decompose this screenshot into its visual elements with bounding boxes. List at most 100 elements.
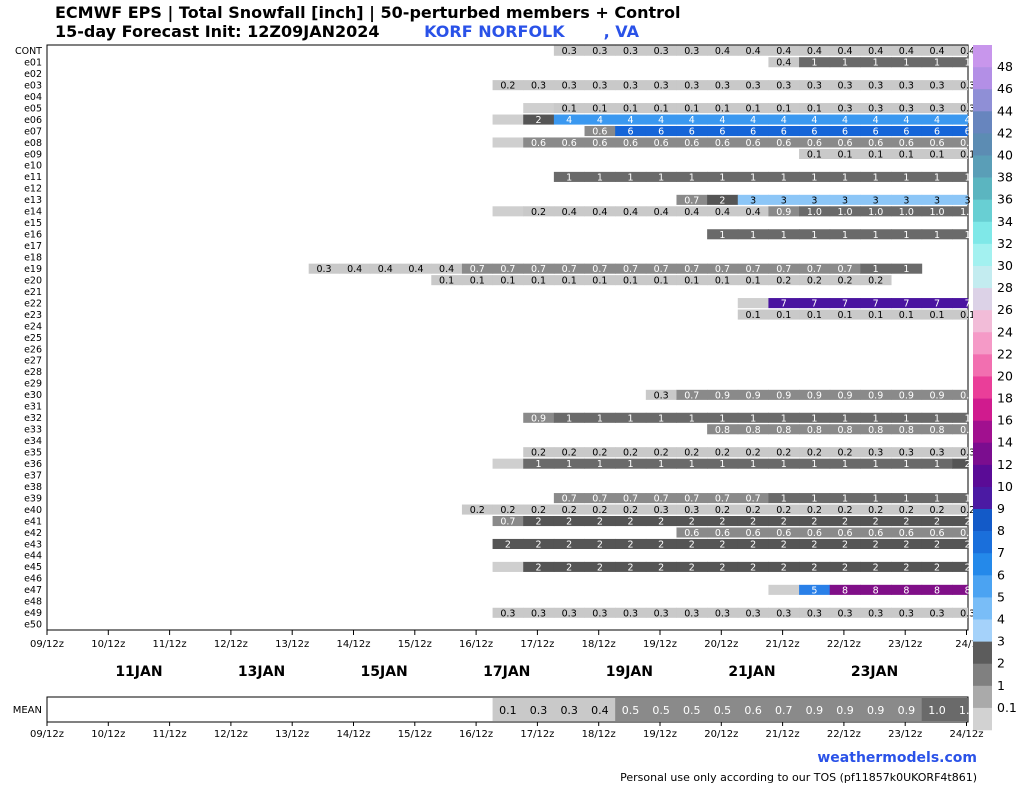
member-label: e31 [24, 402, 42, 413]
brand-link[interactable]: weathermodels.com [817, 750, 977, 766]
bar-cell [921, 45, 953, 56]
data-label: 0.1 [776, 310, 791, 321]
data-label: 0.6 [746, 528, 761, 539]
data-label: 2 [750, 517, 756, 528]
bar-cell [799, 80, 831, 91]
data-label: 0.1 [500, 276, 515, 287]
bar-cell [615, 447, 647, 458]
bar-cell [584, 137, 616, 148]
data-label: 4 [566, 115, 572, 126]
bar-cell [768, 504, 800, 515]
member-label: e41 [24, 516, 42, 527]
bar-cell [860, 309, 892, 320]
title-line-2: 15-day Forecast Init: 12Z09JAN2024 [55, 22, 380, 41]
bar-cell [676, 412, 708, 423]
member-label: e47 [24, 585, 42, 596]
bar-cell [829, 309, 861, 320]
data-label: 0.6 [562, 138, 577, 149]
bar-cell [891, 538, 923, 550]
bar-cell [584, 263, 616, 274]
member-label: e28 [24, 367, 42, 378]
bar-cell [829, 607, 861, 618]
data-label: 1 [811, 58, 817, 69]
data-label: 0.3 [684, 46, 699, 57]
data-label: 0.6 [929, 138, 944, 149]
bar-cell [921, 561, 953, 572]
bar-cell [860, 263, 892, 274]
bar-cell [676, 458, 708, 469]
data-label: 0.6 [868, 138, 883, 149]
bar-cell [676, 275, 708, 286]
bar-cell [952, 412, 968, 423]
bar-cell [645, 80, 677, 91]
data-label: 1 [873, 494, 879, 505]
mean-value: 0.9 [898, 704, 916, 717]
mean-value: 0.7 [775, 704, 793, 717]
colorbar-swatch [973, 420, 992, 444]
bar-cell [584, 458, 616, 469]
x-tick-label: 16/12z [459, 639, 493, 650]
bar-cell [369, 263, 402, 274]
member-label: e12 [24, 184, 42, 195]
data-label: 0.7 [715, 264, 730, 275]
data-label: 0.6 [684, 528, 699, 539]
data-label: 2 [719, 562, 725, 573]
data-label: 6 [842, 127, 848, 138]
bar-cell [737, 229, 769, 240]
bar-cell [737, 137, 769, 148]
bar-cell [860, 515, 892, 527]
mean-value: 0.3 [560, 704, 578, 717]
data-label: 2 [903, 539, 909, 550]
bar-cell [615, 561, 647, 572]
member-row: 0.3 0.3 0.3 0.3 0.3 0.3 0.3 0.3 0.3 0.3 0.3 0.3 0.3 0… [492, 607, 975, 619]
bar-cell [431, 275, 463, 286]
bar-cell [553, 206, 586, 217]
bar-cell [952, 103, 968, 114]
data-label: 2 [719, 195, 725, 206]
data-label: 0.3 [562, 46, 577, 57]
data-label: 0.3 [837, 608, 852, 619]
mean-cell [523, 698, 555, 721]
bar-cell [829, 125, 861, 137]
data-label: 0.7 [807, 264, 822, 275]
member-row: 0.2 0.2 0.2 0.2 0.2 0.2 0.2 0.2 0.2 0.2 0.2 0.3 0.3 0… [523, 447, 975, 459]
colorbar-swatch [973, 597, 992, 620]
bar-cell [952, 447, 968, 458]
bar-cell [768, 125, 800, 137]
data-label: 0.2 [654, 448, 669, 459]
bar-cell [768, 229, 800, 240]
member-label: e03 [24, 80, 42, 91]
bar-cell [829, 458, 861, 469]
data-label: 1 [934, 230, 940, 241]
bar-cell [492, 206, 524, 217]
data-label: 2 [934, 539, 940, 550]
bar-cell [553, 114, 586, 125]
data-label: 0.6 [592, 138, 607, 149]
bar-cell [645, 504, 677, 515]
data-label: 0.1 [654, 104, 669, 115]
member-label: e21 [24, 287, 42, 298]
bottom-x-tick-label: 21/12z [766, 729, 800, 740]
bar-cell [523, 263, 555, 274]
data-label: 0.2 [868, 276, 883, 287]
data-label: 0.7 [654, 494, 669, 505]
data-label: 3 [965, 195, 971, 206]
data-label: 4 [658, 115, 664, 126]
bar-cell [891, 447, 923, 458]
bar-cell [676, 561, 708, 572]
colorbar-swatch [973, 332, 992, 355]
bar-cell [860, 298, 892, 309]
bar-cell [707, 194, 739, 205]
data-label: 8 [965, 585, 971, 596]
bar-cell [860, 80, 892, 91]
mean-cell [676, 698, 708, 721]
colorbar-swatch [973, 288, 992, 311]
data-label: 0.4 [929, 46, 944, 57]
bar-cell [676, 504, 708, 515]
data-label: 0.2 [929, 505, 944, 516]
member-label: e05 [24, 103, 42, 114]
data-label: 0.3 [684, 505, 699, 516]
bar-cell [676, 527, 708, 538]
bar-cell [952, 125, 968, 137]
colorbar-swatch [973, 531, 992, 554]
